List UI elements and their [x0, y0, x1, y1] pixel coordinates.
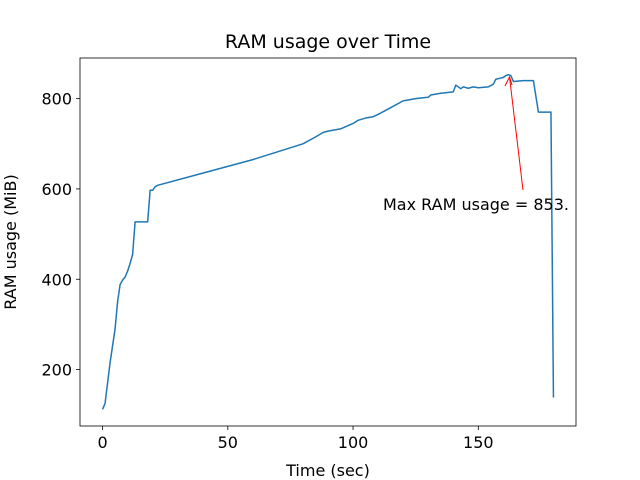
data-line — [101, 73, 555, 410]
x-tick-label: 0 — [97, 433, 107, 452]
y-tick-label: 400 — [41, 270, 72, 289]
y-tick-label: 600 — [41, 180, 72, 199]
x-tick-label: 150 — [463, 433, 494, 452]
annotation-arrow — [509, 76, 524, 191]
y-tick-label: 200 — [41, 361, 72, 380]
plot-area — [101, 73, 555, 410]
x-tick-label: 100 — [338, 433, 369, 452]
annotation-arrowhead — [504, 75, 513, 87]
chart-title: RAM usage over Time — [225, 31, 431, 53]
axes-frame — [79, 57, 577, 427]
y-axis-label: RAM usage (MiB) — [1, 174, 20, 309]
y-tick-label: 800 — [41, 90, 72, 109]
x-tick-label: 50 — [218, 433, 238, 452]
annotation: Max RAM usage = 853. — [383, 195, 569, 214]
x-axis-label: Time (sec) — [285, 461, 370, 480]
